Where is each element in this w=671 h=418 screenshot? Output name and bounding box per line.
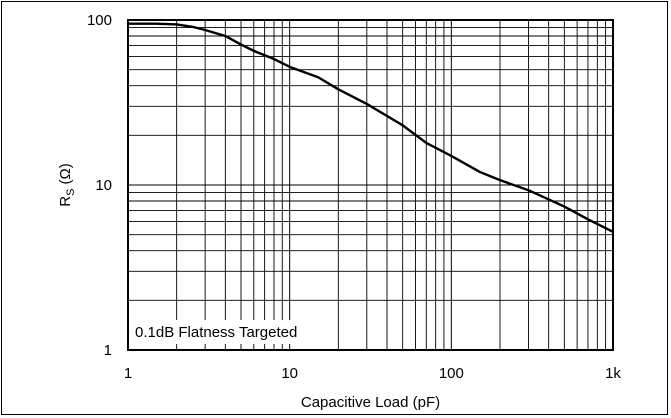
y-tick-labels: 1 10 100 [87, 12, 112, 359]
annotation-box: 0.1dB Flatness Targeted [130, 320, 303, 344]
x-tick-labels: 1 10 100 1k [124, 365, 622, 382]
y-tick-label: 1 [104, 342, 112, 359]
y-tick-label: 100 [87, 12, 112, 29]
y-axis-label-subscript: S [65, 189, 77, 196]
x-tick-label: 100 [439, 365, 464, 382]
y-axis-label: RS (Ω) [57, 163, 77, 206]
x-tick-label: 10 [281, 365, 298, 382]
series-line-0 [126, 22, 615, 234]
y-axis-label-unit: (Ω) [57, 163, 74, 184]
x-tick-label: 1k [605, 365, 621, 382]
y-axis-label-main: R [57, 196, 74, 207]
series-lines [126, 22, 615, 234]
x-axis-label: Capacitive Load (pF) [301, 394, 440, 411]
x-tick-label: 1 [124, 365, 132, 382]
y-tick-label: 10 [95, 177, 112, 194]
annotation-text: 0.1dB Flatness Targeted [135, 324, 297, 341]
grid [128, 20, 613, 350]
plot-area [127, 19, 614, 351]
